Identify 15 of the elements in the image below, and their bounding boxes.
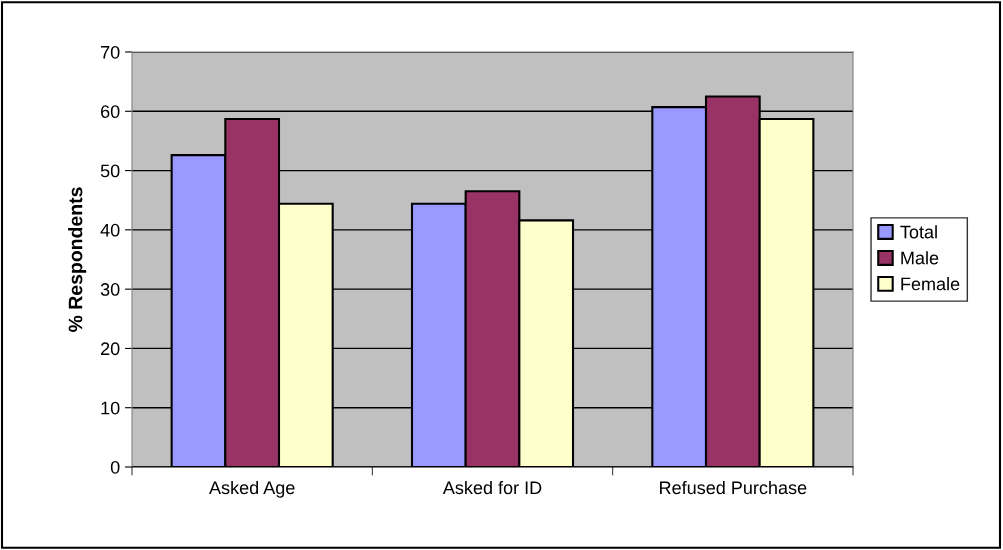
y-tick-label: 0 [110,460,120,474]
x-tick-label: Asked Age [209,480,295,498]
x-tick-label: Refused Purchase [660,480,807,495]
legend-label: Male [901,251,939,265]
y-tick-label: 70 [101,45,120,59]
y-axis-title: % Respondents [68,187,87,332]
y-tick-label: 50 [100,164,120,178]
y-tick-label: 10 [101,401,120,415]
y-tick-label: 30 [100,283,120,296]
legend-label: Female [901,277,960,291]
y-tick-label: 20 [101,342,120,356]
x-tick-label: Asked for ID [442,480,542,495]
y-tick-label: 40 [100,223,120,237]
y-tick-label: 60 [101,105,120,119]
legend-label: Total [900,225,937,239]
